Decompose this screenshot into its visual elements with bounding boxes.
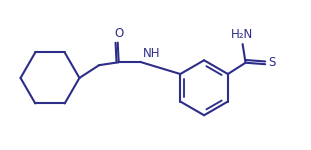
Text: H₂N: H₂N — [230, 28, 253, 41]
Text: NH: NH — [143, 47, 160, 60]
Text: S: S — [268, 56, 276, 69]
Text: O: O — [114, 27, 124, 40]
